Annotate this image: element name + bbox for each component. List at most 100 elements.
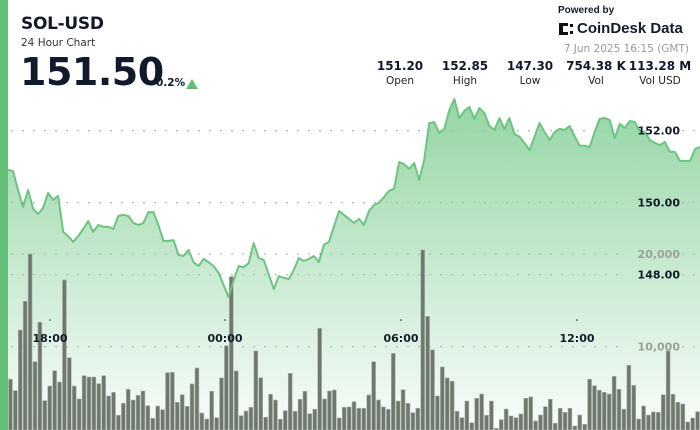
grid-dot [418,130,420,132]
grid-dot [220,202,222,204]
volume-bar [32,361,38,430]
volume-bar [130,399,136,430]
grid-dot [286,274,288,276]
volume-bar [425,315,430,430]
grid-dot [275,130,277,132]
grid-dot [253,202,255,204]
volume-bar [597,389,602,430]
grid-dot [231,202,233,204]
grid-dot [682,130,684,132]
volume-bar [18,329,23,430]
symbol-title: SOL-USD [21,14,104,34]
price-axis-label: 152.00 [638,125,681,138]
volume-bar [219,377,224,430]
volume-bar [449,380,455,430]
grid-dot [66,202,68,204]
grid-dot [143,202,145,204]
volume-bar [636,418,641,430]
time-tick-mark [576,319,578,321]
volume-bar [587,378,592,430]
grid-dot [88,202,90,204]
grid-dot [187,130,189,132]
grid-dot [198,253,200,255]
volume-axis-label: 10,000 [638,341,681,354]
volume-bar [469,422,475,430]
grid-dot [319,130,321,132]
stat-value: 113.28 M [628,59,692,73]
volume-bar [258,377,264,430]
volume-bar [81,375,87,430]
volume-bar [592,385,597,430]
volume-bar [498,419,504,430]
volume-bar [150,417,156,430]
time-tick-mark [224,319,226,321]
volume-bar [552,422,558,430]
coindesk-data-logo: CoinDesk Data [558,20,683,37]
volume-bar [464,400,470,430]
volume-bar [111,392,116,430]
grid-dot [77,130,79,132]
grid-dot [242,202,244,204]
volume-bar [263,416,268,430]
volume-bar [86,376,92,430]
volume-bar [268,393,273,430]
volume-bar [13,390,18,430]
stat-label: High [452,75,478,87]
volume-bar [224,345,229,430]
volume-bar [76,398,82,430]
grid-dot [374,130,376,132]
stat-vol: 754.38 K Vol [561,59,631,87]
grid-dot [352,202,354,204]
grid-dot [341,130,343,132]
time-axis-label: 12:00 [559,332,594,345]
volume-bar [22,300,28,430]
grid-dot [242,130,244,132]
volume-bar [523,397,529,430]
grid-dot [550,130,552,132]
triangle-up-icon [186,79,198,89]
grid-dot [99,202,101,204]
grid-dot [33,202,35,204]
grid-dot [121,202,123,204]
volume-bar [660,394,666,430]
volume-bar [366,394,371,430]
volume-bar [337,417,342,430]
volume-bar [543,406,548,430]
volume-bar [189,383,195,430]
volume-bar [454,411,460,430]
volume-bar [582,423,587,430]
volume-bar [631,384,636,430]
grid-dot [132,130,134,132]
volume-bar [391,352,396,430]
volume-bar [121,402,126,430]
stat-value: 754.38 K [566,59,626,73]
grid-dot [253,130,255,132]
grid-dot [308,202,310,204]
volume-bar [528,396,533,430]
price-axis-label: 148.00 [638,269,681,282]
volume-bar [278,418,283,430]
volume-bar [125,388,131,430]
grid-dot [154,202,156,204]
logo-text: CoinDesk Data [577,20,683,37]
grid-dot [264,253,266,255]
current-price: 151.50 [20,50,164,94]
volume-bar [405,402,411,430]
grid-dot [88,130,90,132]
volume-bar [229,276,234,430]
volume-bar [386,408,391,430]
grid-dot [77,202,79,204]
grid-dot [330,130,332,132]
grid-dot [583,130,585,132]
grid-dot [341,202,343,204]
volume-bar [145,405,151,430]
volume-bar [572,425,578,430]
volume-bar [106,395,111,430]
price-change: 0.2% [156,77,186,89]
grid-dot [22,130,24,132]
grid-dot [176,130,178,132]
volume-bar [179,394,185,430]
volume-bar [101,375,106,430]
volume-bar [356,407,362,430]
